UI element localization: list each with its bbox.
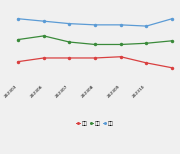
Legend: 매매, 일시, 전세: 매매, 일시, 전세 [75,119,116,128]
